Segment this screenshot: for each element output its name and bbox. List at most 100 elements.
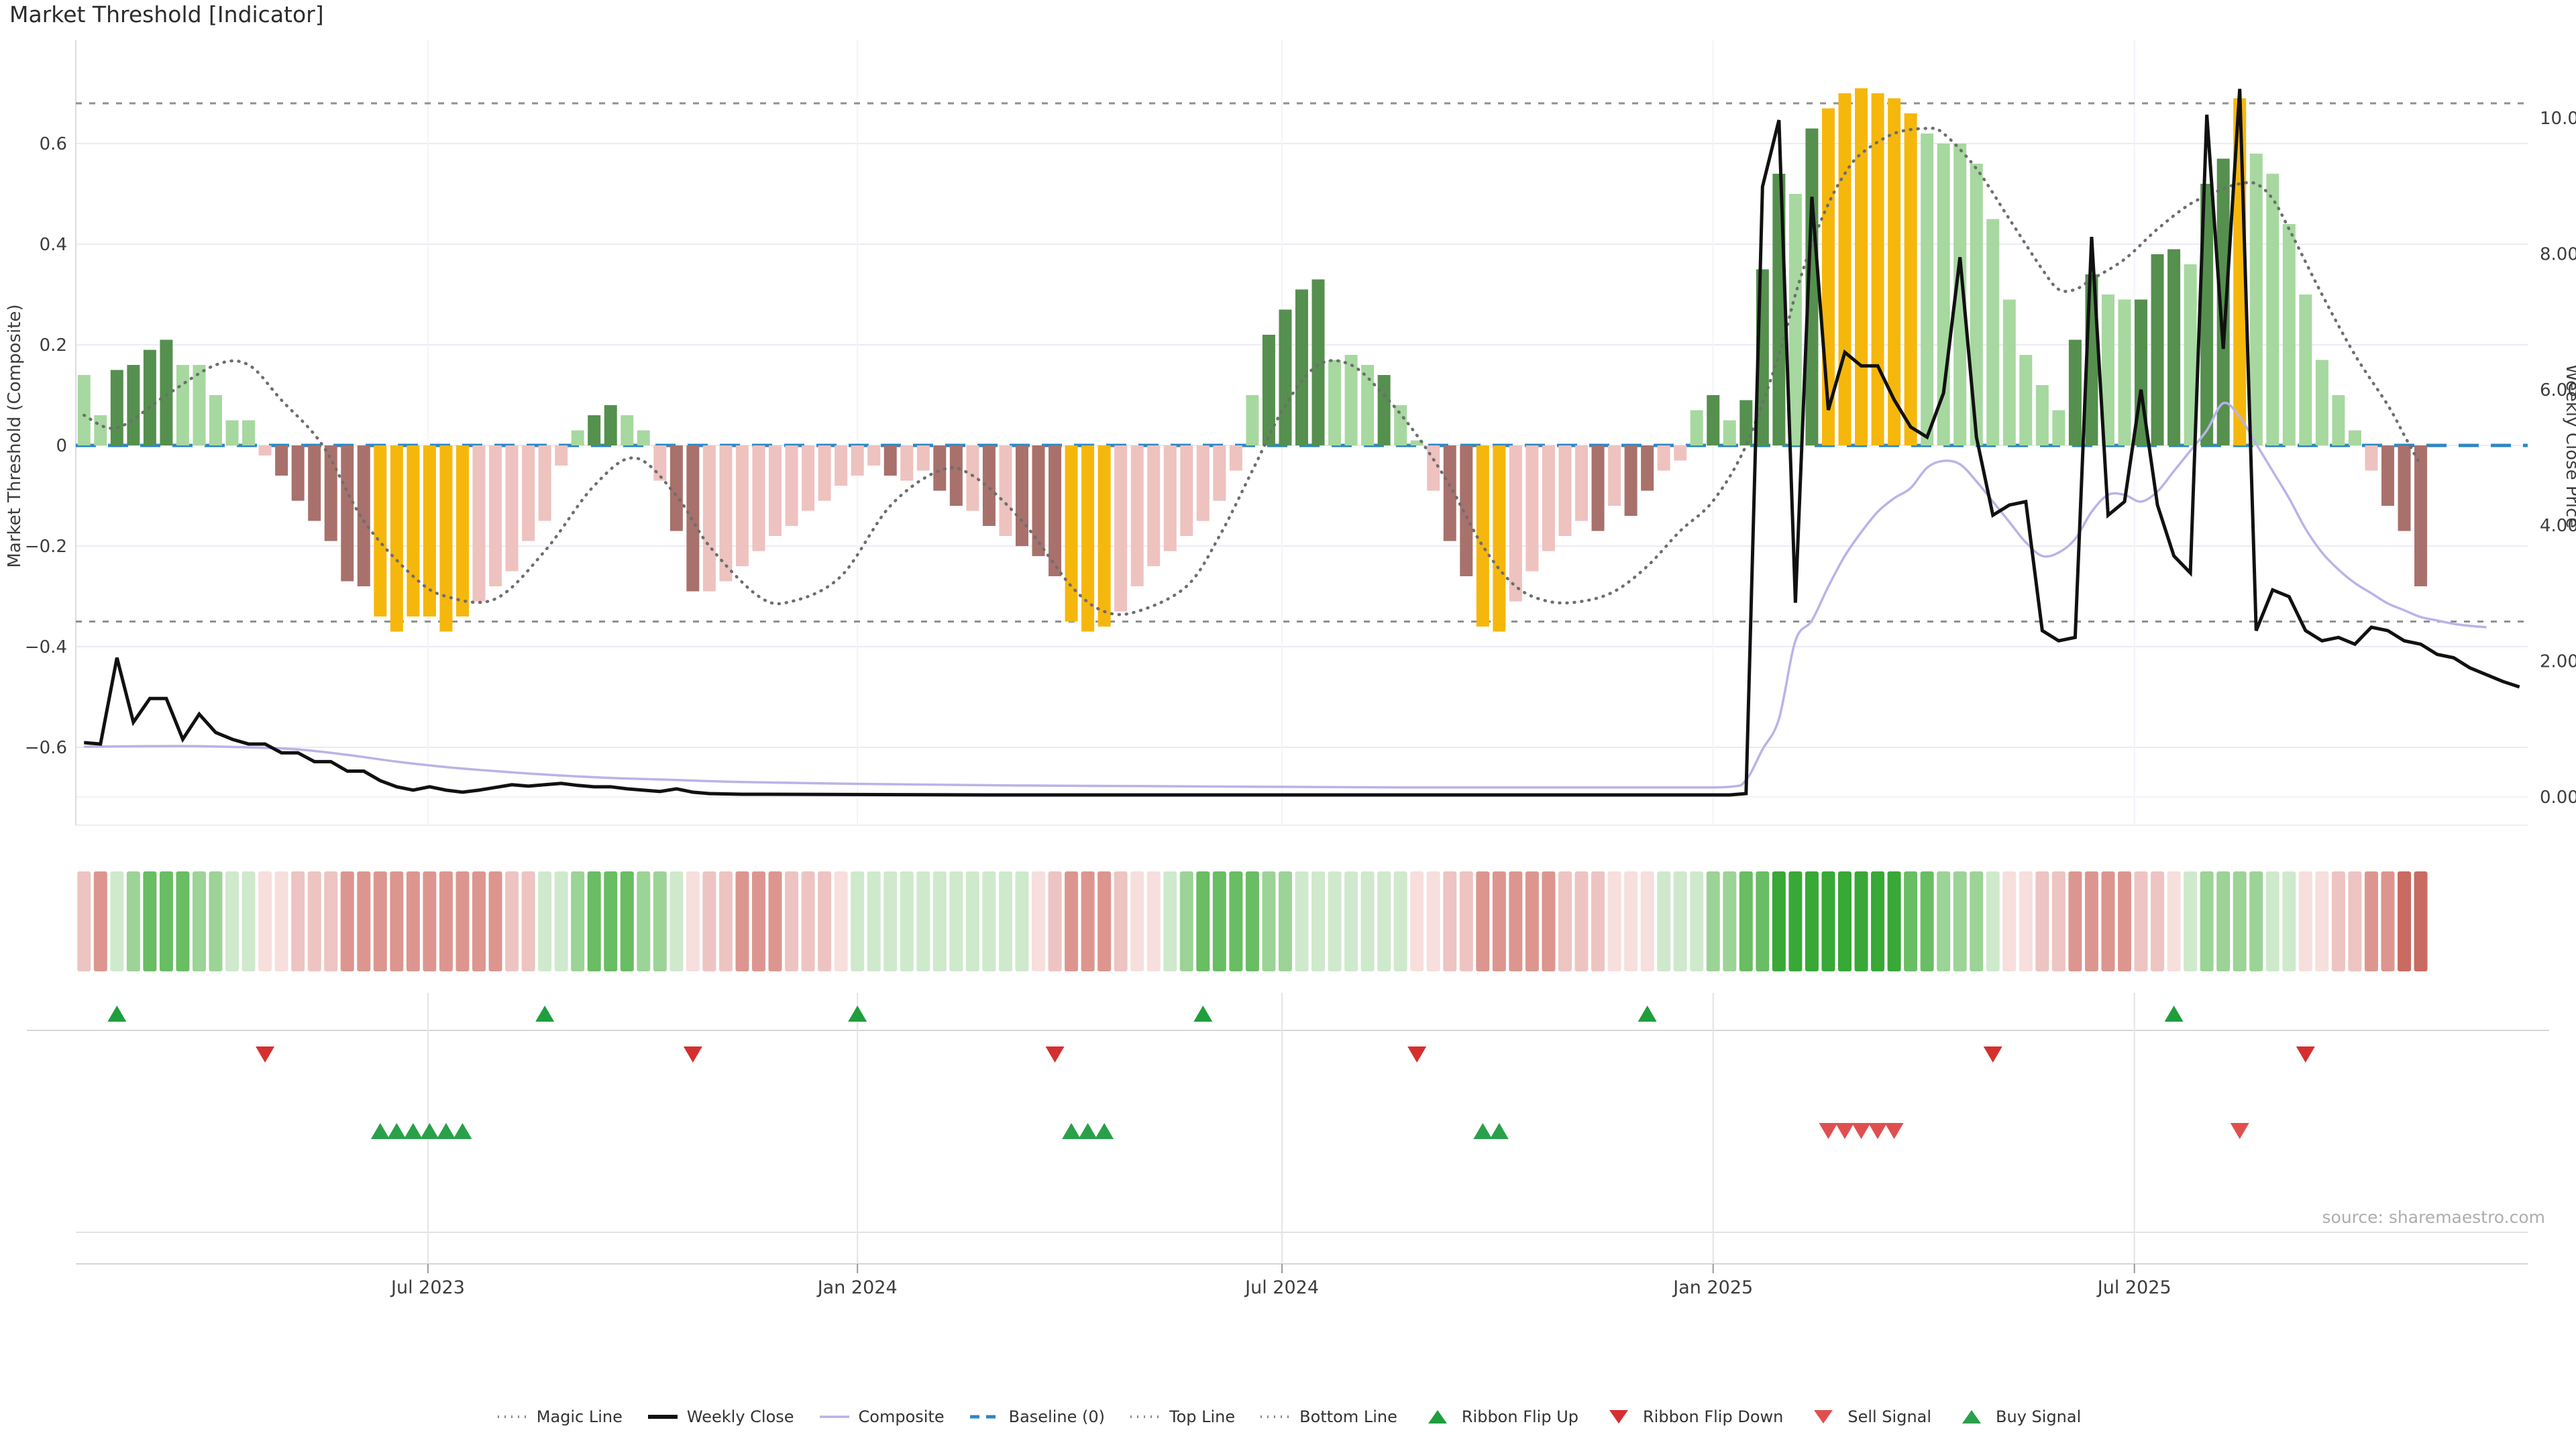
indicator-bar <box>851 445 864 476</box>
indicator-bar <box>341 445 354 582</box>
indicator-bar <box>1525 445 1539 572</box>
ribbon-cell <box>1262 871 1276 971</box>
indicator-bar <box>2315 360 2328 445</box>
ribbon-cell <box>1607 871 1621 971</box>
right-axis-title: Weekly Close Price <box>2562 364 2576 529</box>
ribbon-cell <box>1772 871 1786 971</box>
ribbon-cell <box>1146 871 1161 971</box>
indicator-bar <box>110 370 123 445</box>
ribbon-cell <box>373 871 387 971</box>
ribbon-cell <box>1788 871 1803 971</box>
ribbon-flip-up-marker <box>107 1006 127 1022</box>
indicator-bar <box>94 415 107 445</box>
indicator-bar <box>2365 445 2378 471</box>
ribbon-cell <box>702 871 716 971</box>
ribbon-cell <box>357 871 371 971</box>
right-axis-tick: 8.00 <box>2540 244 2576 264</box>
ribbon-cell <box>1344 871 1358 971</box>
ribbon-cell <box>1690 871 1704 971</box>
indicator-bar <box>637 430 650 445</box>
ribbon-cell <box>291 871 305 971</box>
indicator-bar <box>949 445 963 506</box>
ribbon-cell <box>1097 871 1112 971</box>
indicator-bar <box>505 445 519 572</box>
left-axis-tick: 0.2 <box>40 335 67 356</box>
indicator-bar <box>2332 395 2345 445</box>
indicator-bar <box>1443 445 1456 541</box>
legend-marker-line-icon <box>819 1415 849 1418</box>
signal-markers <box>27 993 2549 1273</box>
ribbon-cell <box>1032 871 1046 971</box>
indicator-bar <box>407 445 420 616</box>
indicator-bar <box>2118 299 2131 445</box>
right-axis-tick: 4.00 <box>2540 516 2576 536</box>
indicator-bar <box>2101 294 2114 445</box>
ribbon-cell <box>1986 871 2000 971</box>
sell-signal-marker <box>1851 1123 1871 1139</box>
ribbon-cell <box>818 871 832 971</box>
legend-marker-triangle-up-icon <box>1428 1410 1447 1424</box>
indicator-bar <box>2216 158 2230 445</box>
ribbon-cell <box>1673 871 1687 971</box>
indicator-bar <box>1624 445 1638 516</box>
trend-ribbon <box>77 871 2428 971</box>
ribbon-cell <box>1657 871 1671 971</box>
indicator-bar <box>1081 445 1095 632</box>
indicator-bar <box>160 339 173 445</box>
ribbon-cell <box>883 871 898 971</box>
indicator-bar <box>1476 445 1489 627</box>
ribbon-cell <box>965 871 979 971</box>
ribbon-cell <box>2265 871 2279 971</box>
ribbon-cell <box>1739 871 1753 971</box>
ribbon-cell <box>505 871 519 971</box>
indicator-bar <box>982 445 996 526</box>
magic-line <box>83 126 2422 616</box>
left-axis-tick: 0 <box>56 436 67 456</box>
x-axis-date-label: Jan 2025 <box>1672 1277 1753 1298</box>
indicator-bar <box>1130 445 1144 586</box>
ribbon-cell <box>1624 871 1638 971</box>
ribbon-cell <box>1640 871 1654 971</box>
indicator-bar <box>1591 445 1605 531</box>
ribbon-cell <box>916 871 930 971</box>
buy-signal-marker <box>436 1123 455 1139</box>
sell-signal-marker <box>1819 1123 1838 1139</box>
ribbon-cell <box>324 871 338 971</box>
legend-label: Top Line <box>1169 1407 1236 1426</box>
ribbon-flip-up-marker <box>1638 1006 1657 1022</box>
ribbon-cell <box>1542 871 1556 971</box>
ribbon-cell <box>1377 871 1391 971</box>
indicator-bar <box>472 445 486 602</box>
ribbon-flip-down-marker <box>256 1046 275 1063</box>
legend-item: Ribbon Flip Up <box>1420 1407 1578 1426</box>
indicator-bar <box>588 415 601 445</box>
buy-signal-marker <box>1489 1123 1509 1139</box>
ribbon-cell <box>439 871 453 971</box>
ribbon-cell <box>488 871 502 971</box>
ribbon-cell <box>93 871 107 971</box>
indicator-bar <box>1114 445 1128 612</box>
ribbon-cell <box>620 871 634 971</box>
indicator-bar <box>127 365 140 445</box>
indicator-bar <box>1410 440 1424 445</box>
indicator-bar <box>1015 445 1028 546</box>
ribbon-cell <box>1904 871 1918 971</box>
ribbon-cell <box>1048 871 1062 971</box>
ribbon-cell <box>1212 871 1226 971</box>
indicator-bar <box>1344 355 1358 445</box>
legend-item: Magic Line <box>495 1407 623 1426</box>
ribbon-cell <box>2414 871 2428 971</box>
indicator-bar <box>2052 410 2065 445</box>
indicator-bar <box>735 445 749 566</box>
ribbon-cell <box>1509 871 1523 971</box>
ribbon-cell <box>472 871 486 971</box>
indicator-bar <box>1855 88 1868 445</box>
indicator-bar <box>390 445 403 632</box>
ribbon-cell <box>307 871 321 971</box>
composite-line <box>84 401 2487 789</box>
legend-marker-triangle-up-icon <box>1962 1410 1982 1424</box>
ribbon-cell <box>1887 871 1901 971</box>
indicator-bar <box>1328 360 1342 445</box>
ribbon-cell <box>2249 871 2263 971</box>
ribbon-cell <box>1328 871 1342 971</box>
